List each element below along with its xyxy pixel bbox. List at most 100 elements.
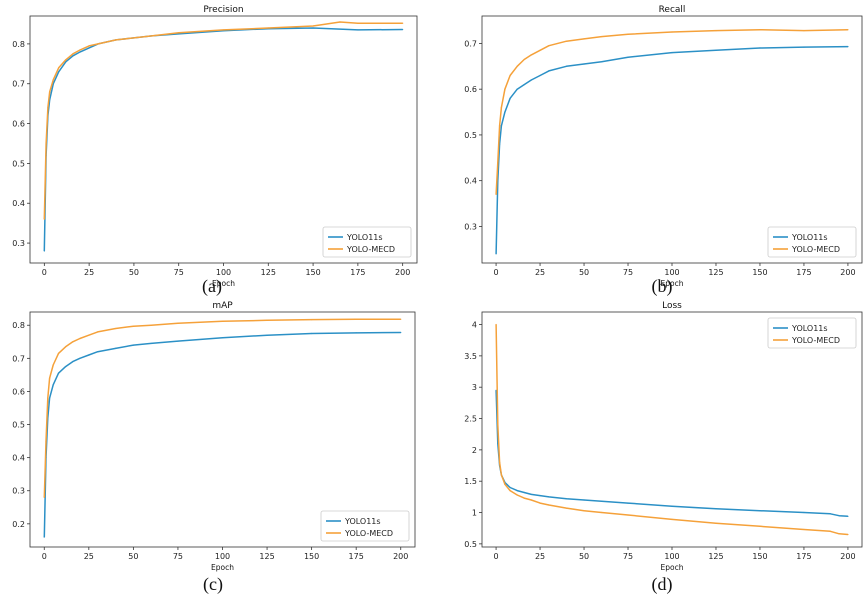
- subfigure-caption: (a): [202, 276, 222, 297]
- legend-label: YOLO11s: [346, 233, 383, 242]
- data-point: [43, 536, 45, 538]
- y-tick-label: 2: [472, 446, 477, 455]
- data-point: [400, 318, 402, 320]
- chart-title: Recall: [659, 5, 686, 15]
- data-point: [523, 497, 525, 499]
- data-point: [178, 32, 180, 34]
- data-point: [339, 21, 341, 23]
- data-point: [715, 49, 717, 51]
- data-point: [177, 340, 179, 342]
- data-point: [221, 320, 224, 322]
- data-point: [357, 22, 359, 24]
- data-point: [523, 58, 525, 61]
- y-tick-label: 0.2: [12, 520, 25, 529]
- x-tick-label: 50: [128, 552, 138, 561]
- data-point: [627, 502, 629, 504]
- data-point: [58, 67, 60, 69]
- data-point: [500, 474, 502, 476]
- data-point: [627, 56, 629, 58]
- legend-box: [322, 226, 412, 258]
- x-tick-label: 125: [261, 268, 276, 277]
- data-point: [530, 54, 532, 56]
- data-point: [88, 334, 90, 336]
- data-point: [43, 496, 45, 498]
- data-point: [548, 496, 550, 498]
- data-point: [759, 510, 761, 512]
- legend: YOLO11s YOLO-MECD: [320, 510, 410, 542]
- x-tick-label: 150: [752, 268, 767, 277]
- x-tick-label: 75: [173, 552, 183, 561]
- data-point: [838, 533, 840, 535]
- data-point: [355, 318, 357, 320]
- legend-label: YOLO11s: [791, 324, 828, 333]
- legend: YOLO11s YOLO-MECD: [322, 226, 412, 258]
- chart-title: mAP: [212, 301, 233, 311]
- data-point: [759, 47, 761, 49]
- data-point: [671, 31, 673, 33]
- y-tick-label: 0.4: [464, 177, 477, 186]
- x-tick-label: 25: [535, 552, 545, 561]
- y-tick-label: 0.3: [12, 487, 25, 496]
- legend-label: YOLO-MECD: [791, 245, 840, 254]
- series-line-yolo-mecd: [495, 324, 848, 536]
- data-point: [500, 125, 502, 127]
- data-point: [565, 498, 568, 500]
- data-point: [79, 357, 81, 359]
- data-point: [72, 361, 74, 363]
- chart-title: Precision: [203, 5, 243, 15]
- data-point: [266, 334, 268, 336]
- data-point: [498, 125, 501, 127]
- x-tick-label: 150: [752, 552, 767, 561]
- data-point: [49, 377, 51, 379]
- x-tick-label: 0: [494, 268, 499, 277]
- data-point: [43, 250, 45, 252]
- x-tick-label: 150: [305, 268, 320, 277]
- data-point: [715, 522, 717, 524]
- data-point: [539, 74, 541, 77]
- data-point: [79, 49, 81, 51]
- data-point: [45, 142, 47, 145]
- data-point: [803, 528, 805, 531]
- data-point: [311, 319, 313, 321]
- data-point: [500, 106, 502, 109]
- data-point: [52, 79, 54, 81]
- data-point: [402, 22, 404, 24]
- data-point: [715, 508, 717, 510]
- data-point: [495, 323, 497, 326]
- data-point: [539, 495, 541, 497]
- y-tick-label: 0.8: [12, 321, 25, 330]
- data-point: [583, 510, 585, 512]
- x-tick-label: 175: [796, 268, 811, 277]
- data-point: [671, 505, 673, 507]
- data-point: [627, 514, 629, 516]
- data-point: [829, 513, 831, 515]
- data-point: [530, 493, 532, 495]
- series-line-yolo-mecd: [43, 21, 403, 220]
- x-axis-label: Epoch: [211, 563, 234, 572]
- plot-frame: [29, 15, 418, 264]
- subfigure-caption: (c): [203, 574, 223, 595]
- x-tick-label: 50: [579, 552, 589, 561]
- data-point: [539, 49, 541, 51]
- y-tick-label: 0.5: [464, 131, 477, 140]
- x-tick-label: 175: [349, 552, 364, 561]
- data-point: [43, 218, 45, 220]
- legend-label: YOLO-MECD: [791, 336, 840, 345]
- data-point: [671, 51, 673, 54]
- data-point: [222, 29, 225, 31]
- x-tick-label: 50: [579, 268, 589, 277]
- data-point: [583, 63, 585, 65]
- x-tick-label: 0: [42, 552, 47, 561]
- x-tick-label: 75: [174, 268, 184, 277]
- data-point: [72, 341, 74, 343]
- x-tick-label: 175: [350, 268, 365, 277]
- y-tick-label: 2.5: [464, 415, 477, 424]
- data-point: [47, 107, 49, 109]
- legend-label: YOLO-MECD: [346, 245, 395, 254]
- y-tick-label: 0.5: [12, 159, 25, 168]
- data-point: [530, 499, 532, 501]
- data-point: [601, 500, 603, 502]
- data-point: [97, 351, 99, 353]
- y-tick-label: 0.6: [12, 387, 25, 396]
